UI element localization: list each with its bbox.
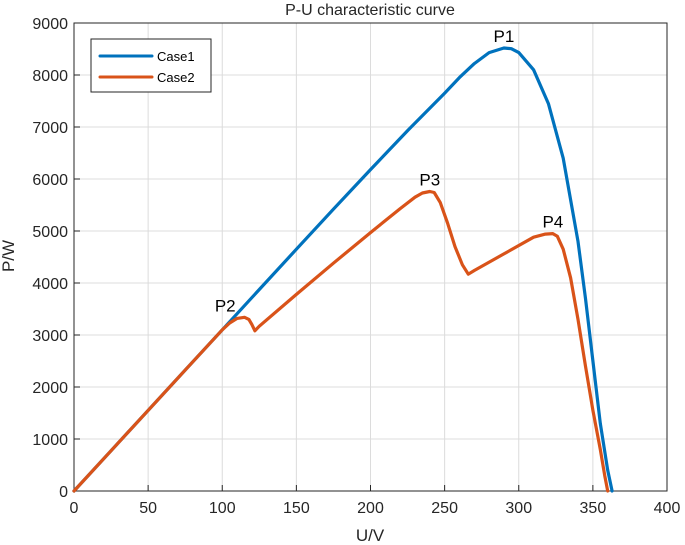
- y-tick-label: 8000: [32, 68, 68, 85]
- legend-label-case1: Case1: [157, 49, 195, 64]
- y-tick-label: 9000: [32, 16, 68, 33]
- series-layer: [72, 46, 614, 493]
- legend: Case1 Case2: [90, 38, 212, 93]
- x-axis-title: U/V: [356, 526, 385, 545]
- x-tick-label: 350: [580, 500, 607, 517]
- x-tick-label: 400: [654, 500, 681, 517]
- chart-title: P-U characteristic curve: [285, 2, 455, 19]
- annotation-p3: P3: [419, 170, 440, 189]
- y-tick-label: 3000: [32, 328, 68, 345]
- axis-ticks: 0 50 100 150 200 250 300 350 4000100020003000400…: [32, 16, 680, 517]
- annotations: P1 P2 P3 P4: [215, 27, 563, 315]
- y-tick-label: 7000: [32, 120, 68, 137]
- x-tick-label: 200: [357, 500, 384, 517]
- x-tick-label: 50: [139, 500, 157, 517]
- legend-label-case2: Case2: [157, 70, 195, 85]
- y-tick-label: 6000: [32, 172, 68, 189]
- y-tick-label: 2000: [32, 380, 68, 397]
- x-tick-label: 300: [505, 500, 532, 517]
- legend-box: [90, 38, 212, 93]
- x-tick-label: 0: [70, 500, 79, 517]
- series-line-case2: [72, 189, 610, 493]
- y-tick-label: 5000: [32, 224, 68, 241]
- series-line-case1: [72, 46, 614, 493]
- y-tick-label: 0: [59, 484, 68, 501]
- annotation-p1: P1: [494, 27, 515, 46]
- grid: [73, 22, 668, 492]
- y-axis-title: P/W: [0, 240, 18, 272]
- y-tick-label: 1000: [32, 432, 68, 449]
- x-tick-label: 250: [431, 500, 458, 517]
- annotation-p4: P4: [542, 213, 563, 232]
- x-tick-label: 150: [283, 500, 310, 517]
- x-tick-label: 100: [209, 500, 236, 517]
- annotation-p2: P2: [215, 296, 236, 315]
- y-tick-label: 4000: [32, 276, 68, 293]
